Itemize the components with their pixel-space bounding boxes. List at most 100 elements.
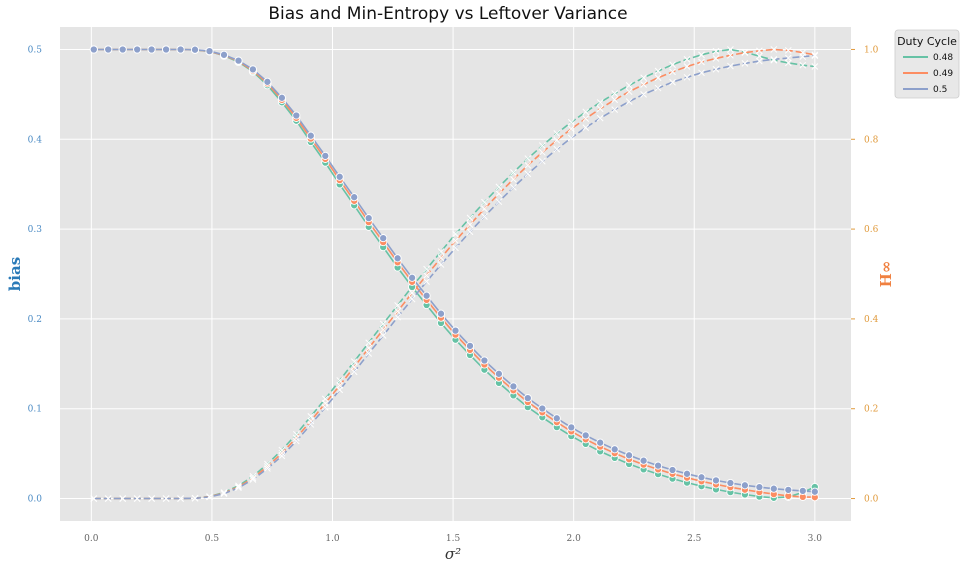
bias-point-0.5-13 [277, 93, 286, 102]
hinf-marker-b-0.5-25 [452, 244, 459, 252]
hinf-marker-b-0.49-10 [235, 483, 242, 491]
legend-label-2: 0.5 [933, 85, 947, 95]
hinf-marker-b-0.48-32 [553, 130, 561, 137]
hinf-marker-b-0.5-33 [567, 134, 575, 142]
hinf-marker-b-0.48-34 [582, 108, 590, 116]
y-right-tick-label-3: 0.6 [864, 225, 879, 235]
hinf-marker-b-0.49-44 [727, 51, 734, 59]
hinf-marker-b-0.5-34 [582, 124, 590, 131]
hinf-marker-b-0.5-36 [611, 106, 619, 113]
bias-point-0.5-12 [263, 77, 272, 86]
bias-point-0.5-16 [321, 151, 330, 160]
y-left-tick-label-5: 0.5 [28, 45, 43, 55]
y-right-axis-label: H∞ [877, 261, 895, 288]
bias-point-0.5-35 [596, 438, 605, 447]
x-tick-label-6: 3.0 [808, 534, 823, 544]
x-tick-label-1: 0.5 [205, 534, 220, 544]
hinf-marker-b-0.48-48 [784, 59, 792, 67]
hinf-marker-b-0.49-26 [466, 221, 474, 228]
hinf-marker-b-0.5-42 [698, 69, 705, 77]
hinf-marker-b-0.49-38 [640, 81, 647, 88]
hinf-marker-b-0.48-23 [423, 265, 430, 273]
hinf-marker-b-0.48-43 [712, 47, 720, 55]
bias-point-0.5-14 [292, 111, 301, 120]
hinf-marker-b-0.5-22 [408, 295, 416, 303]
hinf-marker-b-0.49-25 [452, 237, 459, 245]
x-tick-label-4: 2.0 [567, 534, 582, 544]
hinf-marker-b-0.49-21 [394, 307, 401, 315]
hinf-marker-b-0.5-2 [119, 495, 127, 502]
hinf-marker-b-0.5-3 [133, 495, 141, 502]
bias-point-0.5-21 [393, 254, 402, 263]
hinf-marker-b-0.48-26 [466, 214, 474, 222]
bias-point-0.5-24 [436, 309, 446, 318]
hinf-marker-b-0.48-46 [756, 52, 763, 60]
hinf-marker-b-0.49-22 [408, 289, 416, 297]
hinf-marker-b-0.5-43 [712, 65, 720, 73]
bias-point-0.5-3 [133, 45, 142, 54]
bias-point-0.5-38 [639, 456, 648, 465]
plot-area [60, 27, 851, 521]
bias-point-0.5-26 [465, 341, 475, 350]
x-tick-label-2: 1.0 [325, 534, 340, 544]
bias-point-0.5-41 [682, 469, 692, 478]
hinf-marker-b-0.5-21 [394, 313, 401, 321]
hinf-marker-b-0.49-20 [379, 326, 387, 334]
hinf-marker-b-0.5-20 [379, 332, 387, 339]
hinf-marker-b-0.5-28 [495, 198, 503, 206]
hinf-marker-b-0.5-26 [466, 228, 474, 236]
hinf-marker-b-0.5-23 [423, 278, 430, 285]
hinf-marker-b-0.5-12 [264, 465, 271, 472]
bias-point-0.5-9 [219, 50, 229, 59]
hinf-marker-b-0.49-50 [811, 51, 819, 59]
hinf-marker-b-0.5-32 [553, 145, 561, 153]
hinf-marker-b-0.5-44 [727, 62, 734, 70]
bias-point-0.5-28 [494, 369, 503, 378]
hinf-marker-b-0.5-16 [321, 404, 329, 411]
legend-label-1: 0.49 [933, 69, 953, 79]
hinf-marker-b-0.5-41 [683, 73, 691, 81]
markers [89, 45, 819, 502]
bias-point-0.5-30 [523, 394, 532, 403]
hinf-marker-b-0.48-11 [249, 472, 257, 480]
hinf-marker-b-0.5-35 [596, 114, 604, 122]
legend-title: Duty Cycle [897, 35, 957, 48]
bias-point-0.5-0 [89, 45, 98, 54]
hinf-marker-b-0.49-42 [698, 58, 705, 66]
hinf-marker-b-0.48-25 [452, 230, 459, 238]
ticks: 0.0 0.5 1.0 1.5 2.0 2.5 3.0 0.0 0.1 0.2 0.3 0.4 0.5 0… [28, 45, 879, 544]
bias-point-0.5-39 [654, 461, 663, 470]
bias-point-0.5-29 [509, 382, 518, 391]
bias-point-0.5-8 [205, 47, 214, 56]
x-tick-label-5: 2.5 [687, 534, 702, 544]
y-right-tick-label-0: 0.0 [864, 495, 879, 505]
hinf-marker-b-0.49-39 [654, 74, 662, 82]
bias-point-0.5-17 [335, 172, 344, 181]
hinf-marker-b-0.49-40 [669, 68, 676, 76]
bias-point-0.5-50 [810, 487, 819, 496]
hinf-marker-b-0.5-8 [206, 493, 213, 501]
hinf-marker-b-0.48-39 [654, 67, 662, 75]
hinf-marker-b-0.49-13 [278, 449, 286, 457]
hinf-marker-b-0.5-39 [654, 84, 662, 92]
x-axis-label: σ² [445, 545, 461, 563]
hinf-marker-b-0.48-33 [567, 118, 575, 126]
bias-point-0.5-11 [248, 65, 257, 74]
hinf-marker-b-0.5-19 [365, 350, 373, 357]
bias-point-0.5-19 [364, 214, 373, 223]
hinf-marker-b-0.49-43 [712, 55, 720, 62]
bias-point-0.5-23 [422, 291, 431, 300]
hinf-marker-b-0.48-20 [379, 320, 387, 328]
bias-point-0.5-44 [726, 478, 735, 488]
chart-title: Bias and Min-Entropy vs Leftover Varianc… [268, 4, 627, 24]
hinf-marker-b-0.5-18 [350, 368, 358, 376]
hinf-marker-b-0.5-31 [538, 157, 546, 165]
hinf-marker-b-0.5-29 [510, 183, 517, 191]
hinf-marker-b-0.48-30 [524, 155, 532, 162]
legend-box [894, 29, 960, 99]
y-right-tick-label-1: 0.2 [864, 405, 878, 415]
hinf-marker-b-0.49-34 [582, 115, 590, 122]
hinf-marker-b-0.48-38 [640, 74, 647, 82]
bias-point-0.5-47 [769, 484, 778, 493]
